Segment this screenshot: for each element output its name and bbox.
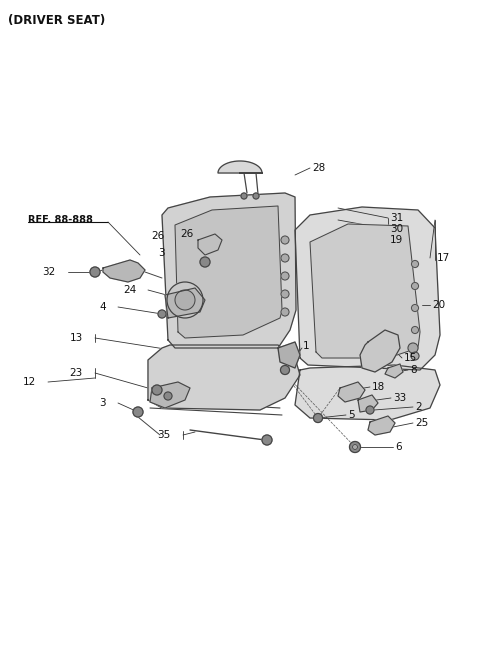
Circle shape [411, 261, 419, 267]
Text: 6: 6 [395, 442, 402, 452]
Text: 33: 33 [393, 393, 406, 403]
Text: 20: 20 [432, 300, 445, 310]
Polygon shape [368, 416, 395, 435]
Polygon shape [385, 364, 403, 378]
Text: 4: 4 [99, 302, 106, 312]
Polygon shape [310, 224, 420, 358]
Polygon shape [148, 345, 300, 410]
Circle shape [352, 445, 358, 449]
Circle shape [133, 407, 143, 417]
Polygon shape [103, 260, 145, 282]
Circle shape [411, 305, 419, 312]
Text: 15: 15 [404, 353, 417, 363]
Polygon shape [175, 206, 282, 338]
Circle shape [411, 282, 419, 290]
Circle shape [411, 326, 419, 333]
Text: 31: 31 [390, 213, 403, 223]
Circle shape [281, 290, 289, 298]
Text: REF. 88-888: REF. 88-888 [28, 215, 93, 225]
Circle shape [313, 413, 323, 422]
Text: 25: 25 [415, 418, 428, 428]
Circle shape [262, 435, 272, 445]
Text: 13: 13 [70, 333, 83, 343]
Text: 32: 32 [42, 267, 55, 277]
Circle shape [200, 257, 210, 267]
Text: 3: 3 [99, 398, 106, 408]
Polygon shape [358, 395, 378, 412]
Text: 24: 24 [123, 285, 136, 295]
Text: 19: 19 [390, 235, 403, 245]
Circle shape [349, 441, 360, 453]
Circle shape [281, 254, 289, 262]
Polygon shape [150, 382, 190, 408]
Circle shape [281, 308, 289, 316]
Polygon shape [295, 207, 440, 370]
Circle shape [280, 365, 289, 375]
Circle shape [366, 406, 374, 414]
Text: 3: 3 [158, 248, 165, 258]
Circle shape [167, 282, 203, 318]
Text: 8: 8 [410, 365, 417, 375]
Polygon shape [198, 234, 222, 255]
Text: 17: 17 [437, 253, 450, 263]
Circle shape [281, 272, 289, 280]
Circle shape [152, 385, 162, 395]
Polygon shape [360, 330, 400, 372]
Text: 18: 18 [372, 382, 385, 392]
Text: 12: 12 [23, 377, 36, 387]
Circle shape [281, 236, 289, 244]
Polygon shape [338, 382, 365, 402]
Circle shape [90, 267, 100, 277]
Text: 1: 1 [303, 341, 310, 351]
Text: 23: 23 [70, 368, 83, 378]
Circle shape [158, 310, 166, 318]
Circle shape [175, 290, 195, 310]
Circle shape [164, 392, 172, 400]
Text: (DRIVER SEAT): (DRIVER SEAT) [8, 14, 105, 27]
Text: 30: 30 [390, 224, 403, 234]
Polygon shape [165, 288, 205, 318]
Text: 5: 5 [348, 410, 355, 420]
Polygon shape [278, 342, 300, 368]
Polygon shape [295, 365, 440, 420]
Text: 2: 2 [415, 402, 421, 412]
Text: 35: 35 [157, 430, 170, 440]
Polygon shape [218, 161, 262, 173]
Text: 28: 28 [312, 163, 325, 173]
Polygon shape [162, 193, 296, 348]
Text: 26: 26 [180, 229, 193, 239]
Circle shape [411, 352, 419, 360]
Circle shape [241, 193, 247, 199]
Text: 26: 26 [152, 231, 165, 241]
Circle shape [253, 193, 259, 199]
Circle shape [408, 343, 418, 353]
